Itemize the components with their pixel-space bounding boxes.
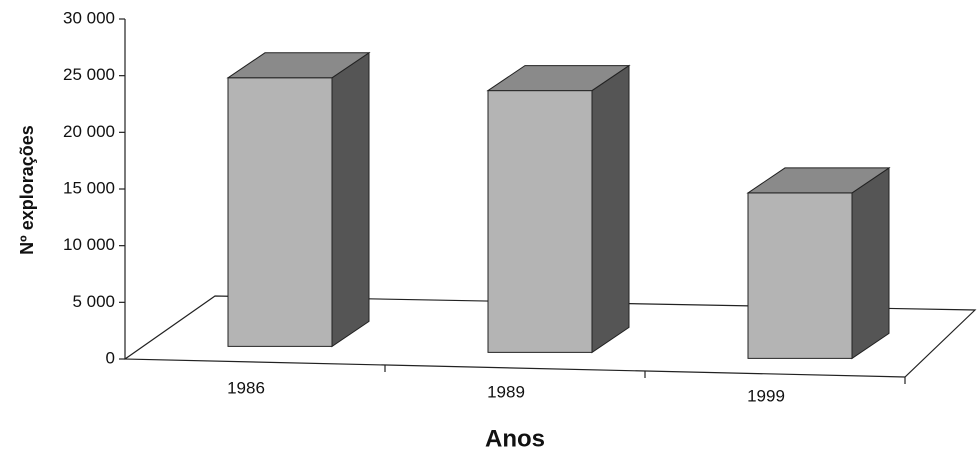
y-tick-label: 0 [106,348,115,367]
y-tick-label: 10 000 [63,235,115,254]
bar-side [591,64,630,354]
bar-side [331,51,370,348]
y-axis-label: Nº explorações [17,125,37,255]
y-tick-label: 5 000 [72,292,115,311]
y-tick-label: 25 000 [63,65,115,84]
bar-side [851,166,890,360]
x-tick-label: 1989 [487,382,525,401]
bar-top [486,65,631,92]
bar-top [746,167,891,194]
bar-front [487,90,593,353]
y-tick-label: 20 000 [63,122,115,141]
y-tick-label: 30 000 [63,8,115,27]
bar-front [227,77,333,347]
bar-top [226,52,371,79]
bar-front [747,192,853,359]
x-axis-label: Anos [485,425,545,452]
y-tick-label: 15 000 [63,178,115,197]
x-tick-label: 1986 [227,378,265,397]
x-tick-label: 1999 [747,386,785,405]
